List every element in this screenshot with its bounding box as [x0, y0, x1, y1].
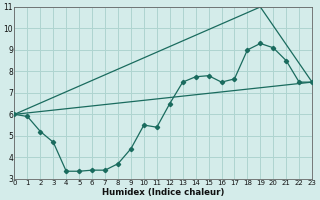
X-axis label: Humidex (Indice chaleur): Humidex (Indice chaleur): [102, 188, 224, 197]
